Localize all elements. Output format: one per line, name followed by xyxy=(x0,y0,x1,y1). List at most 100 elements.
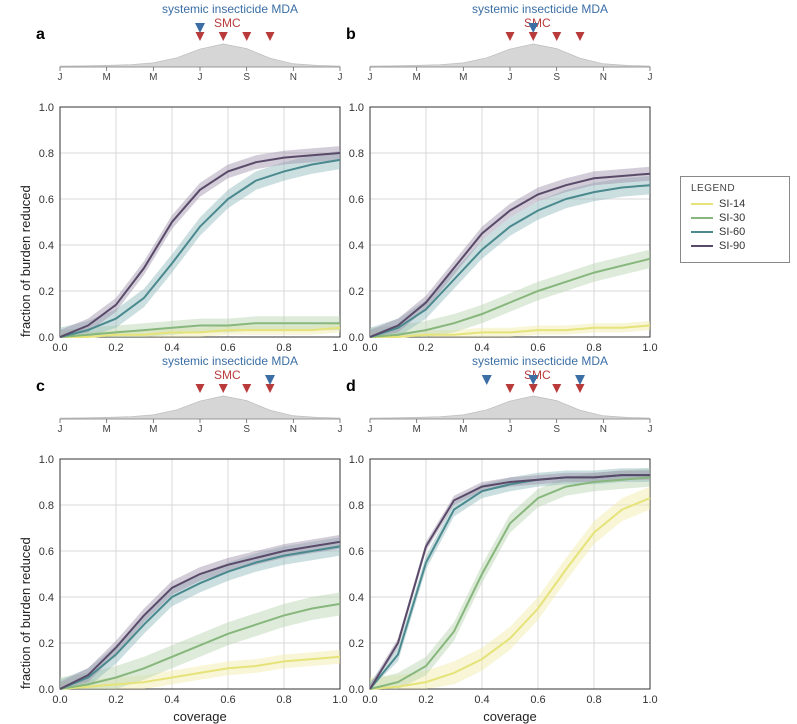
svg-text:J: J xyxy=(58,424,63,435)
chart-d: 0.00.20.40.60.81.00.00.20.40.60.81.0 xyxy=(370,459,690,719)
panel-label-d: d xyxy=(346,378,356,396)
svg-text:0.0: 0.0 xyxy=(52,694,67,706)
svg-text:0.2: 0.2 xyxy=(39,286,54,298)
svg-text:J: J xyxy=(368,72,373,83)
svg-text:0.4: 0.4 xyxy=(39,592,54,604)
svg-text:0.0: 0.0 xyxy=(362,694,377,706)
legend: LEGENDSI-14SI-30SI-60SI-90 xyxy=(680,176,790,263)
legend-item-label: SI-60 xyxy=(719,226,745,238)
svg-text:J: J xyxy=(648,424,653,435)
svg-text:N: N xyxy=(290,72,297,83)
svg-text:S: S xyxy=(243,424,250,435)
panel-d: dsystemic insecticide MDASMCJMMJSNJ0.00.… xyxy=(370,360,650,690)
svg-text:M: M xyxy=(149,72,157,83)
panel-b: bsystemic insecticide MDASMCJMMJSNJ0.00.… xyxy=(370,8,650,338)
svg-text:0.8: 0.8 xyxy=(276,342,291,354)
svg-text:1.0: 1.0 xyxy=(39,102,54,114)
svg-text:0.2: 0.2 xyxy=(418,694,433,706)
chart-a: 0.00.20.40.60.81.00.00.20.40.60.81.0 xyxy=(60,107,380,367)
x-axis-label: coverage xyxy=(60,709,340,724)
svg-text:0.0: 0.0 xyxy=(349,684,364,696)
svg-text:0.6: 0.6 xyxy=(530,694,545,706)
svg-text:J: J xyxy=(648,72,653,83)
svg-text:M: M xyxy=(102,424,110,435)
timeline-a: JMMJSNJ xyxy=(60,26,340,87)
svg-text:0.4: 0.4 xyxy=(39,240,54,252)
legend-swatch-icon xyxy=(691,231,713,233)
legend-item: SI-60 xyxy=(691,226,779,238)
svg-text:0.8: 0.8 xyxy=(586,694,601,706)
svg-text:1.0: 1.0 xyxy=(332,694,347,706)
svg-text:0.8: 0.8 xyxy=(586,342,601,354)
timeline-d: JMMJSNJ xyxy=(370,378,650,439)
svg-text:J: J xyxy=(338,424,343,435)
svg-text:0.8: 0.8 xyxy=(276,694,291,706)
timeline-c: JMMJSNJ xyxy=(60,378,340,439)
svg-text:J: J xyxy=(58,72,63,83)
timeline-b: JMMJSNJ xyxy=(370,26,650,87)
legend-item: SI-90 xyxy=(691,240,779,252)
svg-text:0.4: 0.4 xyxy=(164,694,179,706)
mda-label: systemic insecticide MDA xyxy=(120,354,340,368)
svg-text:M: M xyxy=(412,424,420,435)
svg-text:0.6: 0.6 xyxy=(39,546,54,558)
legend-item: SI-30 xyxy=(691,212,779,224)
svg-text:1.0: 1.0 xyxy=(39,454,54,466)
svg-text:J: J xyxy=(338,72,343,83)
svg-text:0.0: 0.0 xyxy=(39,332,54,344)
panel-label-a: a xyxy=(36,26,45,44)
svg-text:0.2: 0.2 xyxy=(349,286,364,298)
legend-item-label: SI-30 xyxy=(719,212,745,224)
svg-text:0.4: 0.4 xyxy=(349,240,364,252)
svg-text:0.4: 0.4 xyxy=(349,592,364,604)
svg-text:J: J xyxy=(508,424,513,435)
legend-swatch-icon xyxy=(691,203,713,205)
legend-swatch-icon xyxy=(691,217,713,219)
legend-item-label: SI-14 xyxy=(719,198,745,210)
svg-text:0.8: 0.8 xyxy=(39,148,54,160)
svg-text:M: M xyxy=(102,72,110,83)
x-axis-label: coverage xyxy=(370,709,650,724)
panel-label-c: c xyxy=(36,378,45,396)
svg-text:0.2: 0.2 xyxy=(349,638,364,650)
panel-label-b: b xyxy=(346,26,356,44)
panel-c: csystemic insecticide MDASMCJMMJSNJ0.00.… xyxy=(60,360,340,690)
y-axis-label: fraction of burden reduced xyxy=(18,459,33,689)
legend-item-label: SI-90 xyxy=(719,240,745,252)
svg-text:0.2: 0.2 xyxy=(108,342,123,354)
svg-text:0.2: 0.2 xyxy=(39,638,54,650)
svg-text:0.8: 0.8 xyxy=(39,500,54,512)
svg-text:0.8: 0.8 xyxy=(349,500,364,512)
svg-text:1.0: 1.0 xyxy=(332,342,347,354)
svg-text:J: J xyxy=(198,424,203,435)
svg-text:0.6: 0.6 xyxy=(349,546,364,558)
svg-text:1.0: 1.0 xyxy=(642,342,657,354)
svg-text:0.2: 0.2 xyxy=(108,694,123,706)
svg-text:1.0: 1.0 xyxy=(642,694,657,706)
svg-text:M: M xyxy=(412,72,420,83)
chart-c: 0.00.20.40.60.81.00.00.20.40.60.81.0 xyxy=(60,459,380,719)
svg-text:0.4: 0.4 xyxy=(474,342,489,354)
svg-text:0.6: 0.6 xyxy=(349,194,364,206)
svg-text:0.6: 0.6 xyxy=(39,194,54,206)
svg-text:0.0: 0.0 xyxy=(39,684,54,696)
svg-text:J: J xyxy=(508,72,513,83)
panel-a: asystemic insecticide MDASMCJMMJSNJ0.00.… xyxy=(60,8,340,338)
svg-text:J: J xyxy=(198,72,203,83)
mda-label: systemic insecticide MDA xyxy=(430,2,650,16)
svg-text:M: M xyxy=(149,424,157,435)
svg-text:0.8: 0.8 xyxy=(349,148,364,160)
svg-text:0.4: 0.4 xyxy=(474,694,489,706)
svg-text:N: N xyxy=(290,424,297,435)
svg-text:J: J xyxy=(368,424,373,435)
svg-text:N: N xyxy=(600,424,607,435)
legend-item: SI-14 xyxy=(691,198,779,210)
svg-text:0.0: 0.0 xyxy=(362,342,377,354)
svg-text:N: N xyxy=(600,72,607,83)
svg-text:1.0: 1.0 xyxy=(349,102,364,114)
mda-label: systemic insecticide MDA xyxy=(430,354,650,368)
svg-text:M: M xyxy=(459,72,467,83)
svg-text:S: S xyxy=(243,72,250,83)
svg-text:1.0: 1.0 xyxy=(349,454,364,466)
svg-text:S: S xyxy=(553,424,560,435)
